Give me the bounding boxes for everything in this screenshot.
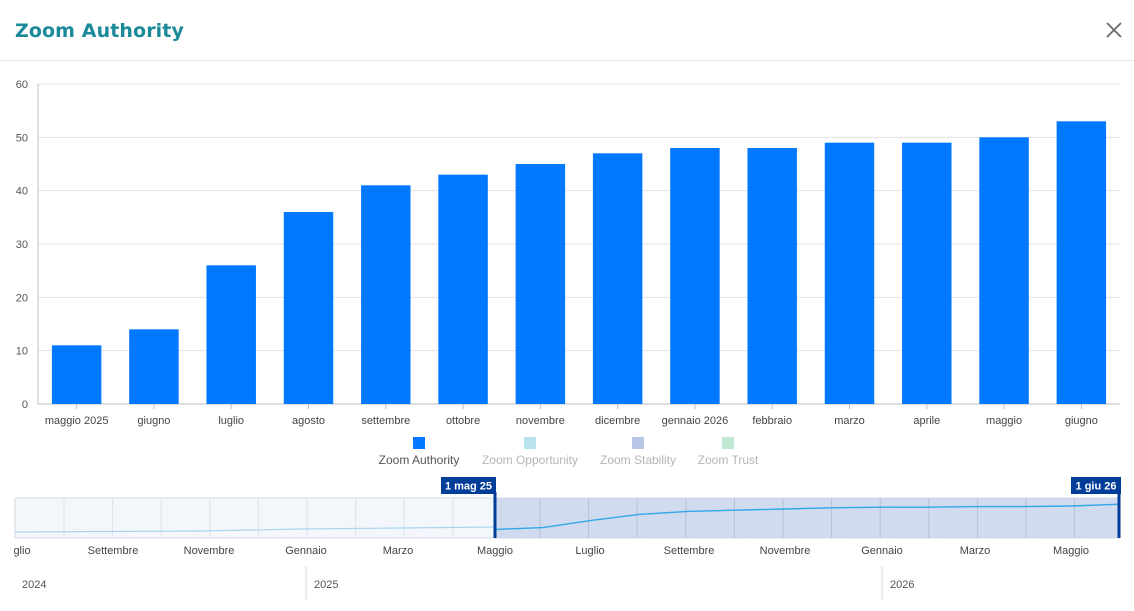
range-end-badge [1071, 477, 1121, 494]
navigator-year-label: 2026 [890, 579, 914, 591]
bar[interactable] [51, 345, 102, 404]
range-navigator[interactable]: 1 mag 25 1 giu 26 glio Settembre Novembre Gen… [13, 477, 1121, 600]
navigator-year-label: 2025 [314, 579, 338, 591]
navigator-month-label: Luglio [575, 545, 604, 557]
x-tick-label: dicembre [595, 415, 640, 427]
y-tick-label: 30 [16, 239, 28, 251]
bar[interactable] [129, 329, 179, 404]
bar[interactable] [1056, 121, 1107, 404]
x-tick-label: aprile [913, 415, 940, 427]
navigator-month-label: glio [13, 545, 30, 557]
bar[interactable] [979, 137, 1029, 405]
navigator-line-history [14, 526, 496, 533]
range-end-label: 1 giu 26 [1076, 481, 1117, 493]
x-tick-label: maggio [986, 415, 1022, 427]
navigator-month-label: Gennaio [285, 545, 327, 557]
legend-label[interactable]: Zoom Trust [698, 453, 759, 467]
x-tick-label: maggio 2025 [45, 415, 109, 427]
y-tick-label: 40 [16, 186, 28, 198]
navigator-month-label: Settembre [88, 545, 139, 557]
navigator-month-label: Novembre [184, 545, 235, 557]
navigator-month-label: Settembre [664, 545, 715, 557]
bar[interactable] [902, 142, 952, 404]
x-tick-label: settembre [361, 415, 410, 427]
x-tick-label: febbraio [752, 415, 792, 427]
navigator-line-selected [494, 503, 1121, 531]
bar[interactable] [206, 265, 256, 404]
y-tick-label: 60 [16, 79, 28, 91]
legend-label[interactable]: Zoom Opportunity [482, 453, 578, 467]
legend-label[interactable]: Zoom Stability [600, 453, 676, 467]
close-icon[interactable] [1102, 18, 1126, 42]
navigator-month-label: Novembre [760, 545, 811, 557]
bar[interactable] [283, 212, 334, 404]
x-tick-label: gennaio 2026 [662, 415, 729, 427]
y-tick-label: 10 [16, 346, 28, 358]
x-tick-label: marzo [834, 415, 865, 427]
grid-lines [38, 83, 1120, 405]
x-axis: maggio 2025 giugno luglio agosto settembre ot… [45, 404, 1098, 427]
x-tick-label: giugno [137, 415, 170, 427]
navigator-month-label: Maggio [477, 545, 513, 557]
legend-swatch[interactable] [722, 437, 734, 449]
legend-label[interactable]: Zoom Authority [379, 453, 460, 467]
x-tick-label: giugno [1065, 415, 1098, 427]
bar[interactable] [824, 142, 875, 404]
x-tick-label: agosto [292, 415, 325, 427]
x-tick-label: ottobre [446, 415, 480, 427]
dialog-header: Zoom Authority [0, 0, 1134, 61]
x-tick-label: luglio [218, 415, 244, 427]
navigator-selection[interactable] [495, 498, 1120, 538]
y-tick-label: 50 [16, 132, 28, 144]
navigator-month-label: Marzo [383, 545, 414, 557]
bars [51, 121, 1107, 405]
bar[interactable] [592, 153, 643, 404]
y-tick-label: 20 [16, 292, 28, 304]
bar[interactable] [515, 164, 566, 404]
navigator-month-label: Maggio [1053, 545, 1089, 557]
dialog-title: Zoom Authority [15, 20, 184, 42]
bar[interactable] [747, 148, 797, 404]
navigator-year-label: 2024 [22, 579, 46, 591]
bar[interactable] [670, 148, 720, 404]
legend-swatch[interactable] [524, 437, 536, 449]
range-start-label: 1 mag 25 [445, 481, 492, 493]
range-start-badge [441, 477, 496, 494]
y-tick-label: 0 [22, 399, 28, 411]
legend: Zoom Authority Zoom Opportunity Zoom Stabi… [379, 437, 759, 467]
bar[interactable] [361, 185, 411, 404]
y-axis: 0 10 20 30 40 50 60 [16, 79, 39, 411]
x-tick-label: novembre [516, 415, 565, 427]
bar[interactable] [438, 174, 488, 404]
navigator-month-label: Marzo [960, 545, 991, 557]
legend-swatch[interactable] [413, 437, 425, 449]
legend-swatch[interactable] [632, 437, 644, 449]
navigator-month-label: Gennaio [861, 545, 903, 557]
